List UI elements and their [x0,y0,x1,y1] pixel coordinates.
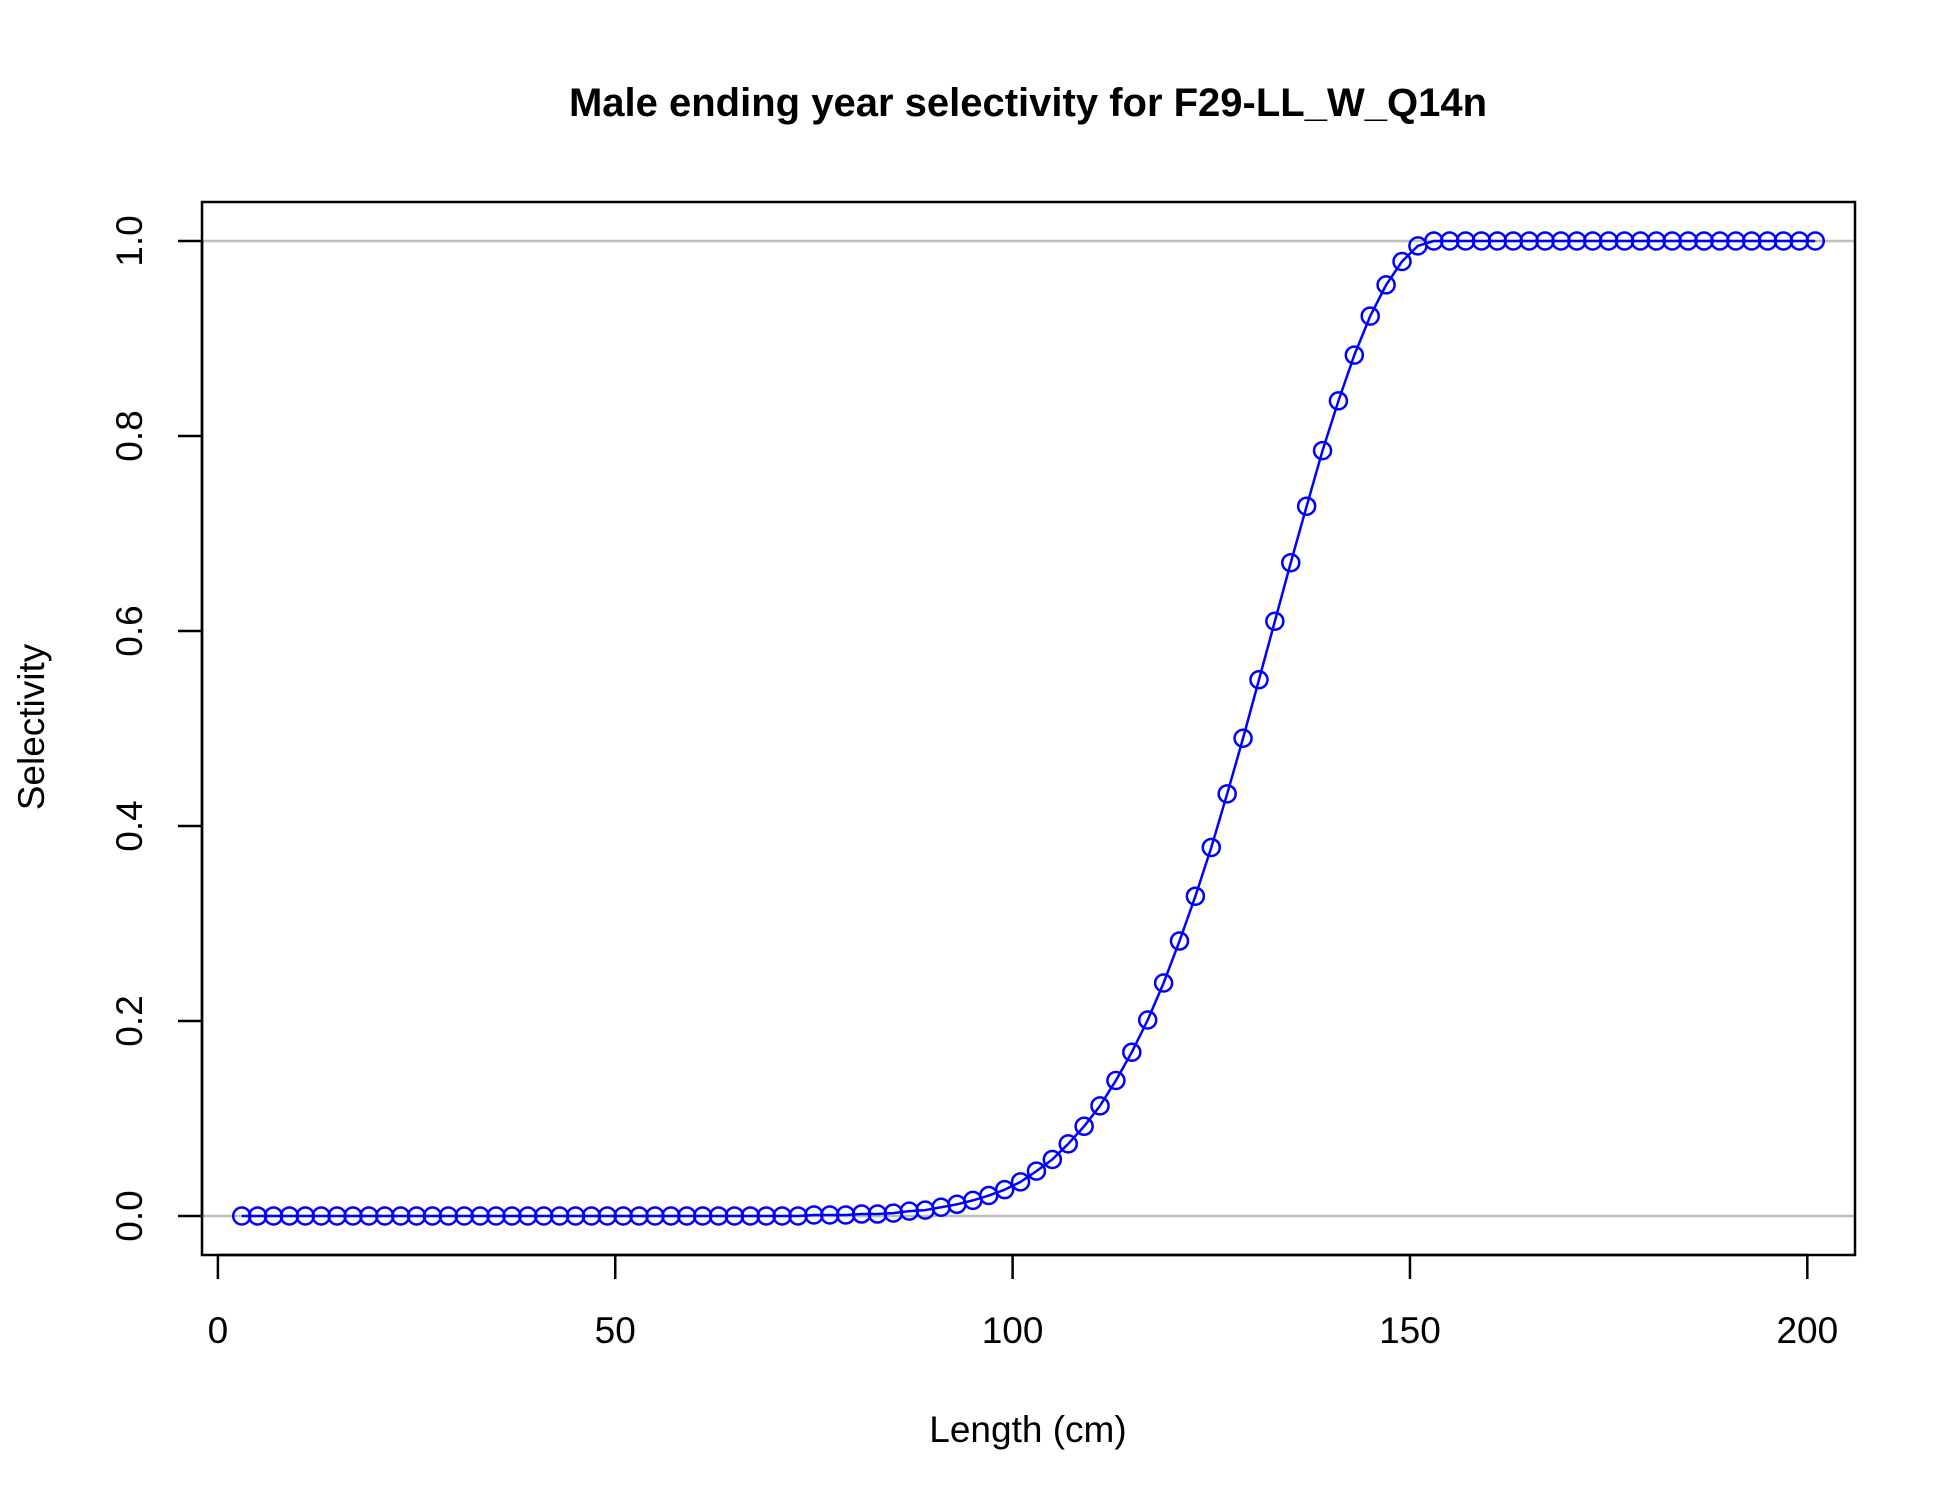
data-point [1010,1172,1031,1192]
y-tick-label: 0.2 [109,995,150,1046]
plot-frame [200,200,1857,1257]
series-layer [231,231,1826,1226]
data-point [1265,611,1285,631]
y-tick-label: 0.6 [109,605,150,656]
y-tick-label: 1.0 [109,215,150,266]
data-point [1153,973,1174,993]
data-point [1137,1010,1158,1030]
data-point [1233,728,1253,748]
data-point [1058,1134,1078,1154]
data-point [1360,306,1380,326]
data-point [1217,784,1237,804]
x-tick-label: 0 [208,1310,229,1351]
y-tick-label: 0.0 [109,1190,150,1241]
x-tick-label: 50 [595,1310,636,1351]
x-tick-label: 200 [1776,1310,1838,1351]
data-point [1328,391,1349,411]
data-point [1074,1116,1094,1137]
x-tick-label: 150 [1379,1310,1441,1351]
chart-title: Male ending year selectivity for F29-LL_… [569,81,1487,125]
data-point [994,1179,1015,1200]
data-point [1026,1161,1047,1181]
y-tick-label: 0.8 [109,410,150,461]
data-point [1344,345,1365,365]
y-axis-label: Selectivity [11,643,52,810]
data-point [1201,837,1222,858]
data-point [1376,275,1396,295]
data-point [1122,1042,1142,1062]
data-point [1106,1070,1126,1091]
data-point [1805,231,1826,251]
data-point [1281,553,1301,573]
data-point [1296,496,1317,516]
data-point [1169,931,1190,951]
data-point [1090,1096,1110,1116]
data-point [1185,886,1206,906]
y-tick-label: 0.4 [109,800,150,851]
x-tick-label: 100 [982,1310,1044,1351]
data-point [1392,251,1412,272]
data-point [1312,440,1333,461]
x-axis-label: Length (cm) [929,1409,1126,1450]
data-point [1249,670,1269,690]
data-point [1042,1149,1063,1170]
